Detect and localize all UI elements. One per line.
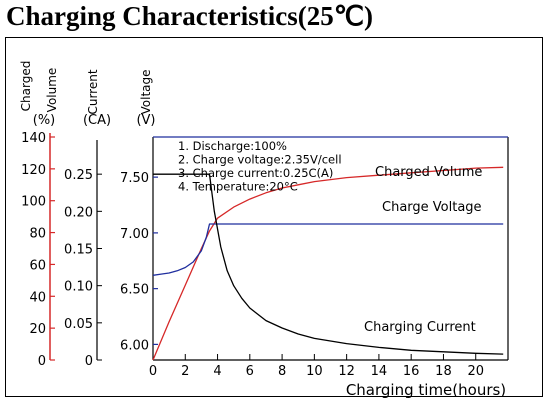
x-tick-label: 12 [338,364,355,379]
current-axis-unit: (CA) [83,113,111,128]
x-tick-label: 0 [149,364,157,379]
current-tick-label: 0 [85,354,93,369]
chart-frame [5,37,543,397]
current-tick-label: 0.25 [64,168,93,183]
current-tick-label: 0.10 [64,280,93,295]
volume-tick-label: 0 [38,354,46,369]
chart-title: Charging Characteristics(25℃) [6,1,374,31]
current-tick-label: 0.05 [64,317,93,332]
condition-4: 4. Temperature:20°C [178,180,298,194]
voltage-tick-label: 7.00 [120,227,149,242]
volume-tick-label: 100 [21,195,46,210]
x-tick-label: 20 [467,364,484,379]
condition-2: 2. Charge voltage:2.35V/cell [178,153,342,167]
volume-tick-label: 140 [21,131,46,146]
x-tick-label: 8 [278,364,286,379]
charge-voltage-label: Charge Voltage [382,200,482,215]
x-tick-label: 2 [181,364,189,379]
voltage-tick-label: 6.50 [120,283,149,298]
volume-tick-label: 20 [29,322,46,337]
volume-axis-unit: (%) [33,113,56,128]
condition-3: 3. Charge current:0.25C(A) [178,166,333,180]
x-tick-label: 4 [213,364,221,379]
volume-tick-label: 120 [21,163,46,178]
x-tick-label: 18 [435,364,452,379]
x-axis-title: Charging time(hours) [346,381,506,399]
condition-1: 1. Discharge:100% [178,139,287,153]
voltage-axis-unit: (V) [136,113,155,128]
x-tick-label: 14 [371,364,388,379]
charging-current-label: Charging Current [364,320,476,335]
voltage-axis-title: Voltage [139,69,153,114]
voltage-tick-label: 6.00 [120,338,149,353]
charged-volume-label: Charged Volume [375,165,482,180]
x-tick-label: 10 [306,364,323,379]
charge-voltage-line [152,223,504,276]
volume-tick-label: 40 [29,290,46,305]
voltage-tick-label: 7.50 [120,171,149,186]
volume-tick-label: 80 [29,227,46,242]
volume-axis-title-line-1: Charged [19,61,33,112]
current-axis-title: Current [86,69,100,114]
charging-current-line [153,173,504,355]
current-tick-label: 0.15 [64,243,93,258]
volume-axis-title-line-2: Volume [45,68,59,113]
current-tick-label: 0.20 [64,205,93,220]
x-tick-label: 6 [246,364,254,379]
volume-tick-label: 60 [29,258,46,273]
x-tick-label: 16 [403,364,420,379]
